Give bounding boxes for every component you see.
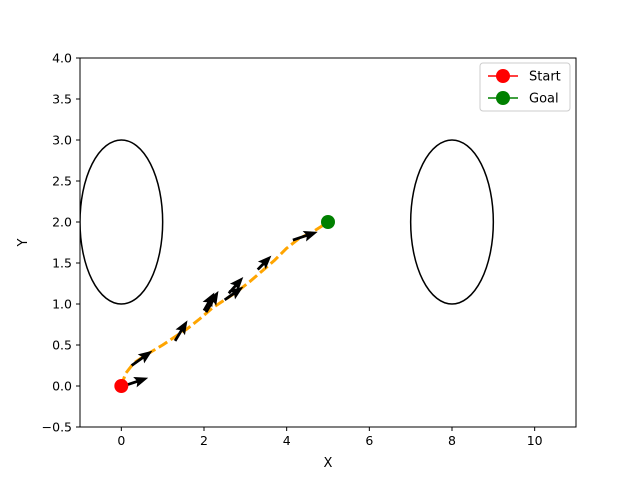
start-marker: [114, 379, 129, 393]
quiver-arrow-3: [173, 320, 188, 342]
x-tick-label-1: 2: [200, 433, 208, 448]
legend-start-label: Start: [529, 70, 561, 85]
y-axis-label: Y: [16, 238, 31, 247]
legend-start-marker: [496, 69, 510, 83]
goal-marker: [321, 215, 335, 229]
y-tick-label-2: 0.5: [52, 338, 72, 353]
plot-frame: [79, 57, 577, 428]
x-tick-label-3: 6: [365, 433, 373, 448]
quiver-arrow-5: [204, 290, 219, 313]
obstacle-1: [80, 139, 164, 305]
y-tick-label-9: 4.0: [52, 51, 72, 66]
quiver-arrow-9: [292, 231, 318, 242]
y-tick-label-8: 3.5: [52, 92, 72, 107]
x-tick-label-2: 4: [283, 433, 291, 448]
quiver-arrow-7: [227, 276, 244, 295]
quiver-arrow-6: [223, 286, 244, 302]
quiver-arrow-1: [122, 376, 149, 388]
obstacle-2: [409, 139, 495, 305]
x-tick-label-5: 10: [527, 433, 543, 448]
y-tick-label-3: 1.0: [52, 297, 72, 312]
y-tick-label-6: 2.5: [52, 174, 72, 189]
y-tick-label-0: −0.5: [42, 420, 72, 435]
y-tick-label-7: 3.0: [52, 133, 72, 148]
x-tick-label-0: 0: [117, 433, 125, 448]
quiver-arrow-8: [256, 255, 272, 271]
y-tick-label-1: 0.0: [52, 379, 72, 394]
quiver-arrow-2: [130, 350, 153, 367]
x-axis-label: X: [324, 456, 333, 471]
legend-goal-marker: [496, 91, 510, 105]
legend: Start Goal: [479, 62, 571, 112]
legend-goal-label: Goal: [529, 92, 559, 107]
x-tick-label-4: 8: [448, 433, 456, 448]
path-line: [119, 220, 329, 387]
y-tick-label-5: 2.0: [52, 215, 72, 230]
y-tick-label-4: 1.5: [52, 256, 72, 271]
